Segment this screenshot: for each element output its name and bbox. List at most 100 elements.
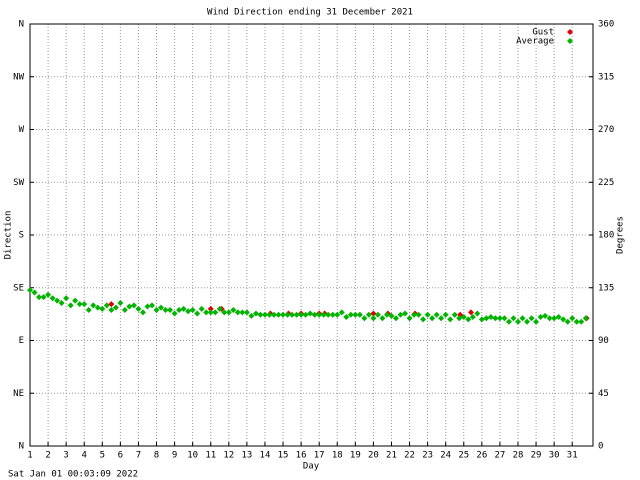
x-tick-label: 19 <box>350 451 361 461</box>
x-tick-label: 20 <box>368 451 379 461</box>
data-point <box>31 289 38 296</box>
data-point <box>307 310 314 317</box>
data-point <box>252 310 259 317</box>
chart-title: Wind Direction ending 31 December 2021 <box>207 8 413 18</box>
data-point <box>528 315 535 322</box>
y-tick-label: NE <box>13 389 24 399</box>
data-point <box>40 294 47 301</box>
data-point <box>280 311 287 318</box>
data-point <box>510 315 517 322</box>
data-point <box>63 295 70 302</box>
data-point <box>582 315 589 322</box>
data-point <box>239 309 246 316</box>
data-point <box>524 318 531 325</box>
data-point <box>194 310 201 317</box>
data-point <box>537 314 544 321</box>
y2-tick-label: 45 <box>598 389 609 399</box>
data-point <box>67 302 74 309</box>
data-point <box>216 305 223 312</box>
data-point <box>420 316 427 323</box>
data-point <box>189 307 196 314</box>
data-point <box>329 311 336 318</box>
x-tick-label: 12 <box>223 451 234 461</box>
data-point <box>433 311 440 318</box>
data-point <box>483 315 490 322</box>
data-point <box>487 314 494 321</box>
data-point <box>76 301 83 308</box>
x-tick-label: 21 <box>386 451 397 461</box>
data-point <box>442 311 449 318</box>
data-point <box>49 295 56 302</box>
y2-tick-label: 270 <box>598 125 614 135</box>
y-axis-label: Direction <box>4 211 14 260</box>
data-point <box>185 308 192 315</box>
x-tick-label: 25 <box>458 451 469 461</box>
data-point <box>397 311 404 318</box>
x-tick-label: 15 <box>278 451 289 461</box>
data-point <box>207 305 214 312</box>
data-point <box>478 316 485 323</box>
x-tick-label: 8 <box>154 451 159 461</box>
data-point <box>501 315 508 322</box>
data-point <box>289 311 296 318</box>
data-point <box>370 310 377 317</box>
data-point <box>275 311 282 318</box>
data-point <box>27 287 33 294</box>
legend-label: Average <box>516 37 554 47</box>
data-point <box>514 318 521 325</box>
data-point <box>94 304 101 311</box>
x-tick-label: 5 <box>100 451 105 461</box>
data-point <box>176 307 183 314</box>
y-tick-label: N <box>19 442 24 452</box>
data-point <box>54 297 61 304</box>
legend-label: Gust <box>532 28 554 38</box>
x-tick-label: 23 <box>422 451 433 461</box>
data-point <box>374 311 381 318</box>
data-point <box>298 311 305 318</box>
data-point <box>243 309 250 316</box>
x-tick-label: 29 <box>531 451 542 461</box>
data-point <box>496 315 503 322</box>
data-point <box>447 316 454 323</box>
data-point <box>45 291 52 298</box>
data-point <box>320 311 327 318</box>
data-point <box>451 311 458 318</box>
data-point <box>569 315 576 322</box>
x-tick-label: 4 <box>82 451 87 461</box>
data-point <box>230 307 237 314</box>
data-point <box>465 316 472 323</box>
x-tick-label: 27 <box>494 451 505 461</box>
x-tick-label: 26 <box>476 451 487 461</box>
y2-axis-label: Degrees <box>616 216 626 254</box>
data-point <box>519 315 526 322</box>
x-tick-label: 31 <box>567 451 578 461</box>
data-point <box>171 310 178 317</box>
data-point <box>564 318 571 325</box>
data-point <box>361 315 368 322</box>
y2-tick-label: 225 <box>598 178 614 188</box>
data-point <box>302 311 309 318</box>
data-point <box>456 315 463 322</box>
x-tick-label: 7 <box>136 451 141 461</box>
data-point <box>542 312 549 319</box>
data-point <box>139 309 146 316</box>
x-tick-label: 18 <box>332 451 343 461</box>
data-point <box>90 302 97 309</box>
data-point <box>99 305 106 312</box>
data-point <box>58 299 65 306</box>
data-point <box>460 314 467 321</box>
data-point <box>257 311 264 318</box>
y-tick-label: S <box>19 231 24 241</box>
x-tick-label: 14 <box>260 451 271 461</box>
data-point <box>180 305 187 312</box>
y-tick-label: SW <box>13 178 24 188</box>
data-point <box>72 297 79 304</box>
y-tick-label: SE <box>13 283 24 293</box>
data-point <box>343 314 350 321</box>
data-point <box>578 318 585 325</box>
x-tick-label: 10 <box>187 451 198 461</box>
y-tick-label: E <box>19 336 24 346</box>
data-point <box>551 315 558 322</box>
data-point <box>221 309 228 316</box>
